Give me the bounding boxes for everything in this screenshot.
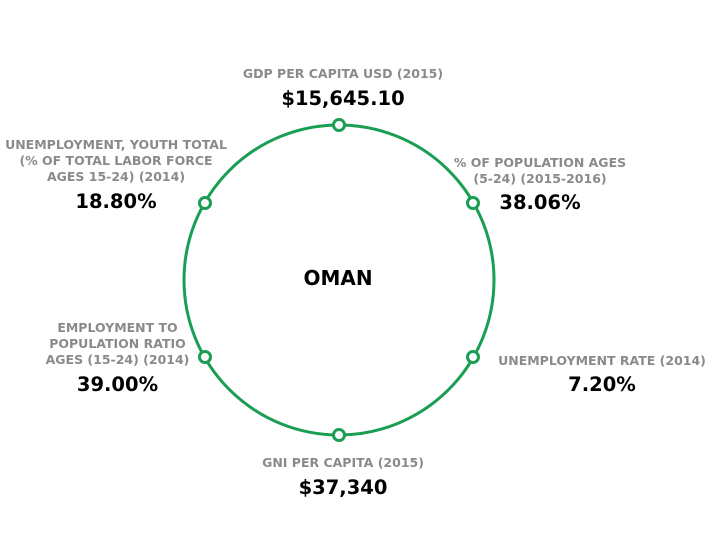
node-bottom — [332, 428, 346, 442]
stat-label: EMPLOYMENT TO POPULATION RATIO AGES (15-… — [45, 320, 190, 367]
stat-value: 7.20% — [568, 373, 636, 396]
stat-employment-ratio: EMPLOYMENT TO POPULATION RATIO AGES (15-… — [30, 320, 205, 397]
node-lower-left — [198, 350, 212, 364]
stat-value: 39.00% — [76, 373, 159, 396]
stat-unemployment-rate: UNEMPLOYMENT RATE (2014) 7.20% — [492, 353, 712, 397]
stat-gni-per-capita: GNI PER CAPITA (2015) $37,340 — [180, 455, 506, 500]
stat-youth-unemployment: UNEMPLOYMENT, YOUTH TOTAL (% OF TOTAL LA… — [0, 137, 232, 214]
stat-label: % OF POPULATION AGES (5-24) (2015-2016) — [453, 155, 627, 186]
stat-gdp-per-capita: GDP PER CAPITA USD (2015) $15,645.10 — [180, 66, 506, 111]
node-upper-left — [198, 196, 212, 210]
stat-label: UNEMPLOYMENT, YOUTH TOTAL (% OF TOTAL LA… — [5, 137, 227, 184]
stat-value: $15,645.10 — [281, 87, 405, 110]
country-title: OMAN — [303, 266, 373, 290]
stat-label: UNEMPLOYMENT RATE (2014) — [498, 353, 706, 368]
stat-value: 18.80% — [75, 190, 157, 213]
node-upper-right — [466, 196, 480, 210]
stat-value: $37,340 — [298, 476, 388, 499]
stat-value: 38.06% — [499, 191, 581, 214]
stat-label: GDP PER CAPITA USD (2015) — [242, 66, 444, 81]
stat-label: GNI PER CAPITA (2015) — [262, 455, 424, 470]
node-top — [332, 118, 346, 132]
node-lower-right — [466, 350, 480, 364]
stat-population-ages: % OF POPULATION AGES (5-24) (2015-2016) … — [445, 155, 635, 215]
